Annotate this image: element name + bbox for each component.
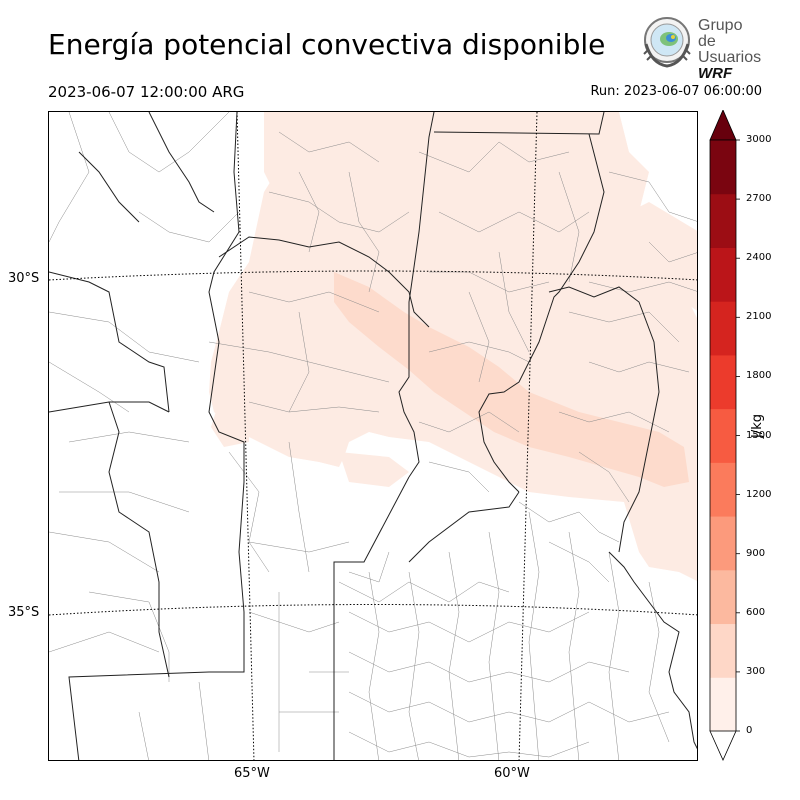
map-panel	[48, 111, 698, 761]
lat-label-35s: 35°S	[8, 605, 40, 620]
province-boundaries	[49, 112, 660, 760]
map-svg	[49, 112, 697, 760]
colorbar-tick-label: 2100	[746, 311, 772, 323]
logo-line-3: WRF	[698, 65, 733, 82]
colorbar-segment	[710, 193, 736, 248]
buenos-aires-partidos	[338, 501, 670, 760]
colorbar-tick-label: 2700	[746, 193, 772, 205]
colorbar-tick-label: 600	[746, 606, 766, 618]
colorbar-segment	[710, 354, 736, 410]
colorbar-tick-label: 900	[746, 547, 766, 559]
colorbar-tick-label: 300	[746, 665, 766, 677]
colorbar-tick-label: 1200	[746, 488, 772, 500]
colorbar-tick-label: 3000	[746, 134, 772, 145]
department-boundaries	[49, 112, 697, 760]
lon-label-65w: 65°W	[234, 766, 270, 781]
cape-patch-2	[339, 452, 409, 487]
colorbar-tick-label: 1800	[746, 370, 772, 382]
valid-time: 2023-06-07 12:00:00 ARG	[48, 83, 245, 101]
cape-band-mid	[334, 272, 689, 487]
colorbar-tick-label: 0	[746, 725, 753, 736]
logo-line-1: Grupo de	[698, 17, 743, 50]
cape-field	[209, 112, 697, 581]
lon-label-60w: 60°W	[494, 766, 530, 781]
colorbar-segment	[710, 516, 736, 571]
cape-area-east	[609, 202, 697, 311]
colorbar-svg	[709, 110, 740, 761]
coastline	[608, 551, 697, 750]
colorbar-tick-label: 1500	[746, 429, 772, 441]
lat-label-30s: 30°S	[8, 271, 40, 286]
colorbar: 0 300 600 900 1200 1500 1800 2100 2400 2700 3000	[706, 110, 796, 770]
logo-emblem-icon	[643, 17, 691, 68]
graticule	[49, 112, 697, 760]
logo-text: Grupo de Usuarios WRF	[698, 18, 762, 82]
colorbar-segment	[710, 247, 736, 302]
colorbar-segment	[710, 408, 736, 463]
colorbar-segment	[710, 623, 736, 678]
colorbar-segment	[710, 569, 736, 625]
colorbar-segment	[710, 140, 736, 195]
map-title: Energía potencial convectiva disponible	[48, 28, 606, 61]
colorbar-extend-min	[709, 730, 737, 761]
colorbar-unit-label: J/kg	[750, 414, 765, 438]
colorbar-segment	[710, 301, 736, 356]
cape-patch	[211, 402, 249, 447]
colorbar-tick-label: 2400	[746, 252, 772, 264]
run-time: Run: 2023-06-07 06:00:00	[590, 84, 762, 99]
colorbar-extend-max	[709, 110, 737, 141]
colorbar-segment	[710, 462, 736, 517]
colorbar-segment	[710, 677, 736, 732]
logo-line-2: Usuarios	[698, 49, 762, 66]
lat-line-30s	[49, 270, 697, 281]
wrf-group-logo: Grupo de Usuarios WRF	[638, 14, 762, 82]
lat-line-35s	[49, 604, 697, 616]
cape-area-north	[264, 112, 379, 202]
